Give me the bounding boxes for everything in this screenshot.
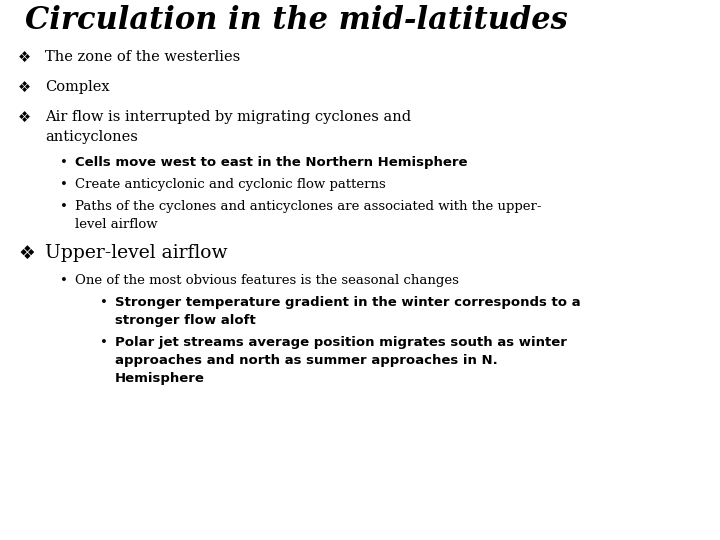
Text: Cells move west to east in the Northern Hemisphere: Cells move west to east in the Northern … bbox=[75, 156, 467, 169]
Text: Stronger temperature gradient in the winter corresponds to a: Stronger temperature gradient in the win… bbox=[115, 296, 580, 309]
Text: The zone of the westerlies: The zone of the westerlies bbox=[45, 50, 240, 64]
Text: stronger flow aloft: stronger flow aloft bbox=[115, 314, 256, 327]
Text: Polar jet streams average position migrates south as winter: Polar jet streams average position migra… bbox=[115, 336, 567, 349]
Text: Circulation in the mid-latitudes: Circulation in the mid-latitudes bbox=[25, 5, 568, 36]
Text: Complex: Complex bbox=[45, 80, 109, 94]
Text: Create anticyclonic and cyclonic flow patterns: Create anticyclonic and cyclonic flow pa… bbox=[75, 178, 386, 191]
Text: ❖: ❖ bbox=[18, 110, 31, 125]
Text: •: • bbox=[100, 296, 108, 309]
Text: Upper-level airflow: Upper-level airflow bbox=[45, 244, 228, 262]
Text: •: • bbox=[60, 200, 68, 213]
Text: •: • bbox=[100, 336, 108, 349]
Text: ❖: ❖ bbox=[18, 244, 35, 263]
Text: Air flow is interrupted by migrating cyclones and: Air flow is interrupted by migrating cyc… bbox=[45, 110, 411, 124]
Text: •: • bbox=[60, 274, 68, 287]
Text: One of the most obvious features is the seasonal changes: One of the most obvious features is the … bbox=[75, 274, 459, 287]
Text: ❖: ❖ bbox=[18, 50, 31, 65]
Text: ❖: ❖ bbox=[18, 80, 31, 95]
Text: Paths of the cyclones and anticyclones are associated with the upper-: Paths of the cyclones and anticyclones a… bbox=[75, 200, 541, 213]
Text: anticyclones: anticyclones bbox=[45, 130, 138, 144]
Text: approaches and north as summer approaches in N.: approaches and north as summer approache… bbox=[115, 354, 498, 367]
Text: Hemisphere: Hemisphere bbox=[115, 372, 205, 385]
Text: •: • bbox=[60, 178, 68, 191]
Text: level airflow: level airflow bbox=[75, 218, 158, 231]
Text: •: • bbox=[60, 156, 68, 169]
